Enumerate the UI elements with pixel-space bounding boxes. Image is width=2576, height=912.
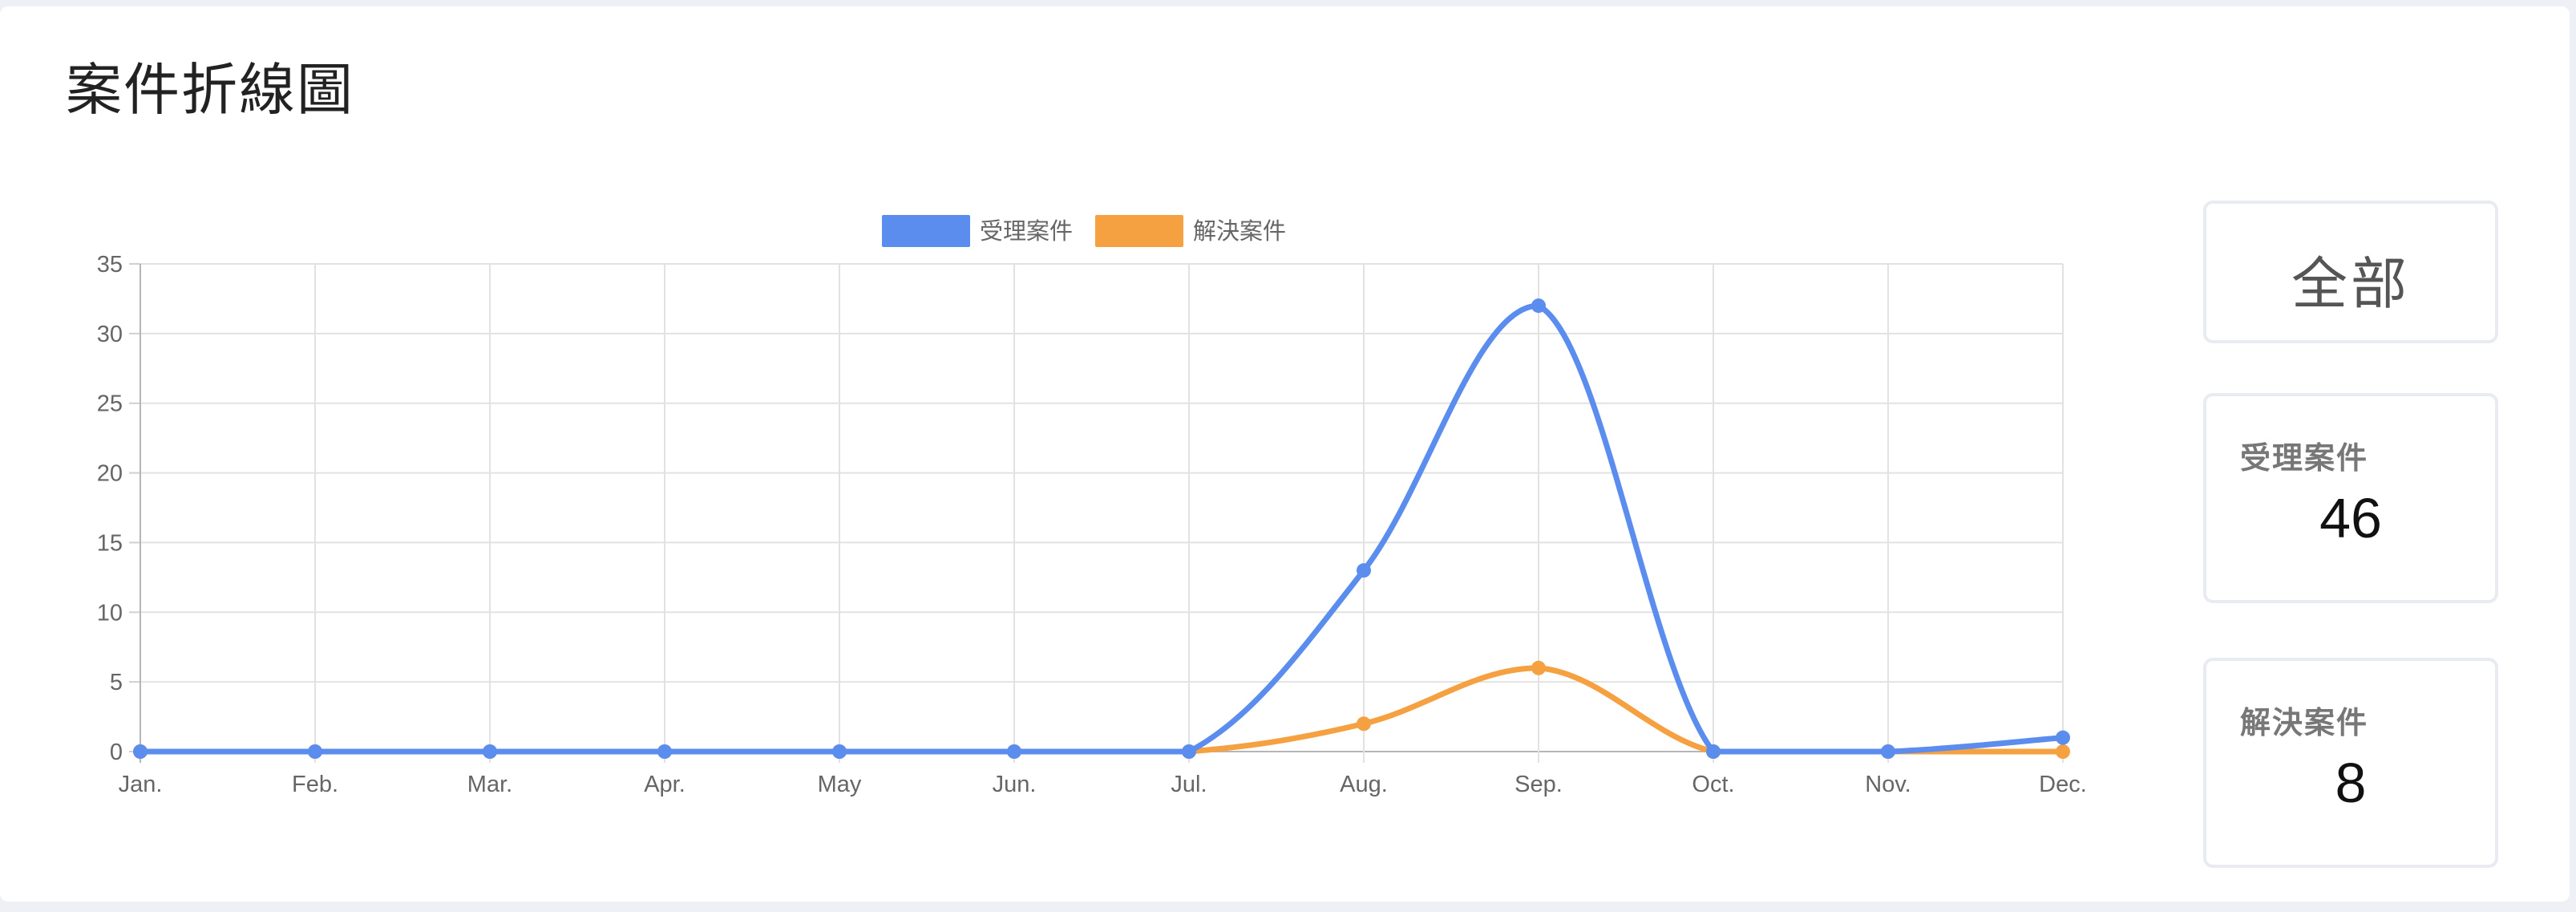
x-tick-label: Oct. [1692, 772, 1734, 797]
resolved-cases-label: 解決案件 [2240, 705, 2369, 740]
series-line [140, 302, 2064, 755]
x-tick-label: May [818, 772, 862, 797]
data-point [308, 744, 322, 759]
x-tick-label: Dec. [2039, 772, 2087, 797]
resolved-cases-value: 8 [2335, 752, 2367, 814]
data-point [1357, 716, 1371, 732]
filter-all-button[interactable]: 全部 [2203, 201, 2498, 343]
x-tick-label: Aug. [1340, 772, 1388, 797]
legend-label: 受理案件 [980, 217, 1073, 245]
y-tick-label: 20 [97, 461, 123, 487]
x-tick-label: Sep. [1514, 772, 1563, 797]
filter-all-label: 全部 [2291, 251, 2410, 317]
y-tick-label: 15 [97, 530, 123, 556]
x-tick-label: Apr. [644, 772, 685, 797]
x-tick-label: Feb. [292, 772, 338, 797]
data-point [483, 744, 497, 759]
data-point [1881, 744, 1895, 759]
page-title: 案件折線圖 [66, 57, 354, 123]
data-point [1706, 744, 1721, 759]
data-point [1531, 660, 1546, 675]
y-tick-label: 5 [110, 670, 123, 695]
data-point [657, 744, 672, 759]
series-line [140, 665, 2063, 755]
data-point [1182, 744, 1196, 759]
data-point [832, 744, 847, 759]
line-chart: 0 5 10 15 20 25 30 35 Jan. Feb. Mar. Apr. May Jun. Jul… [97, 215, 2087, 797]
x-tick-label: Mar. [467, 772, 512, 797]
y-tick-label: 10 [97, 600, 123, 626]
x-tick-label: Jan. [119, 772, 163, 797]
y-tick-label: 35 [97, 252, 123, 278]
data-point [1357, 563, 1371, 578]
legend-swatch [1095, 215, 1183, 247]
data-point [1531, 298, 1546, 314]
data-point [133, 744, 148, 759]
accepted-cases-label: 受理案件 [2240, 440, 2369, 476]
y-tick-label: 25 [97, 391, 123, 417]
y-tick-label: 0 [110, 740, 123, 765]
x-tick-label: Jun. [993, 772, 1037, 797]
x-tick-label: Nov. [1865, 772, 1911, 797]
legend-label: 解決案件 [1193, 217, 1286, 245]
data-point [1007, 744, 1021, 759]
y-tick-label: 30 [97, 322, 123, 347]
resolved-cases-card: 解決案件 8 [2203, 658, 2498, 868]
accepted-cases-card: 受理案件 46 [2203, 393, 2498, 603]
data-point [2056, 730, 2070, 745]
legend-swatch [882, 215, 970, 247]
x-tick-label: Jul. [1171, 772, 1207, 797]
data-point [2056, 744, 2070, 759]
accepted-cases-value: 46 [2319, 487, 2382, 549]
